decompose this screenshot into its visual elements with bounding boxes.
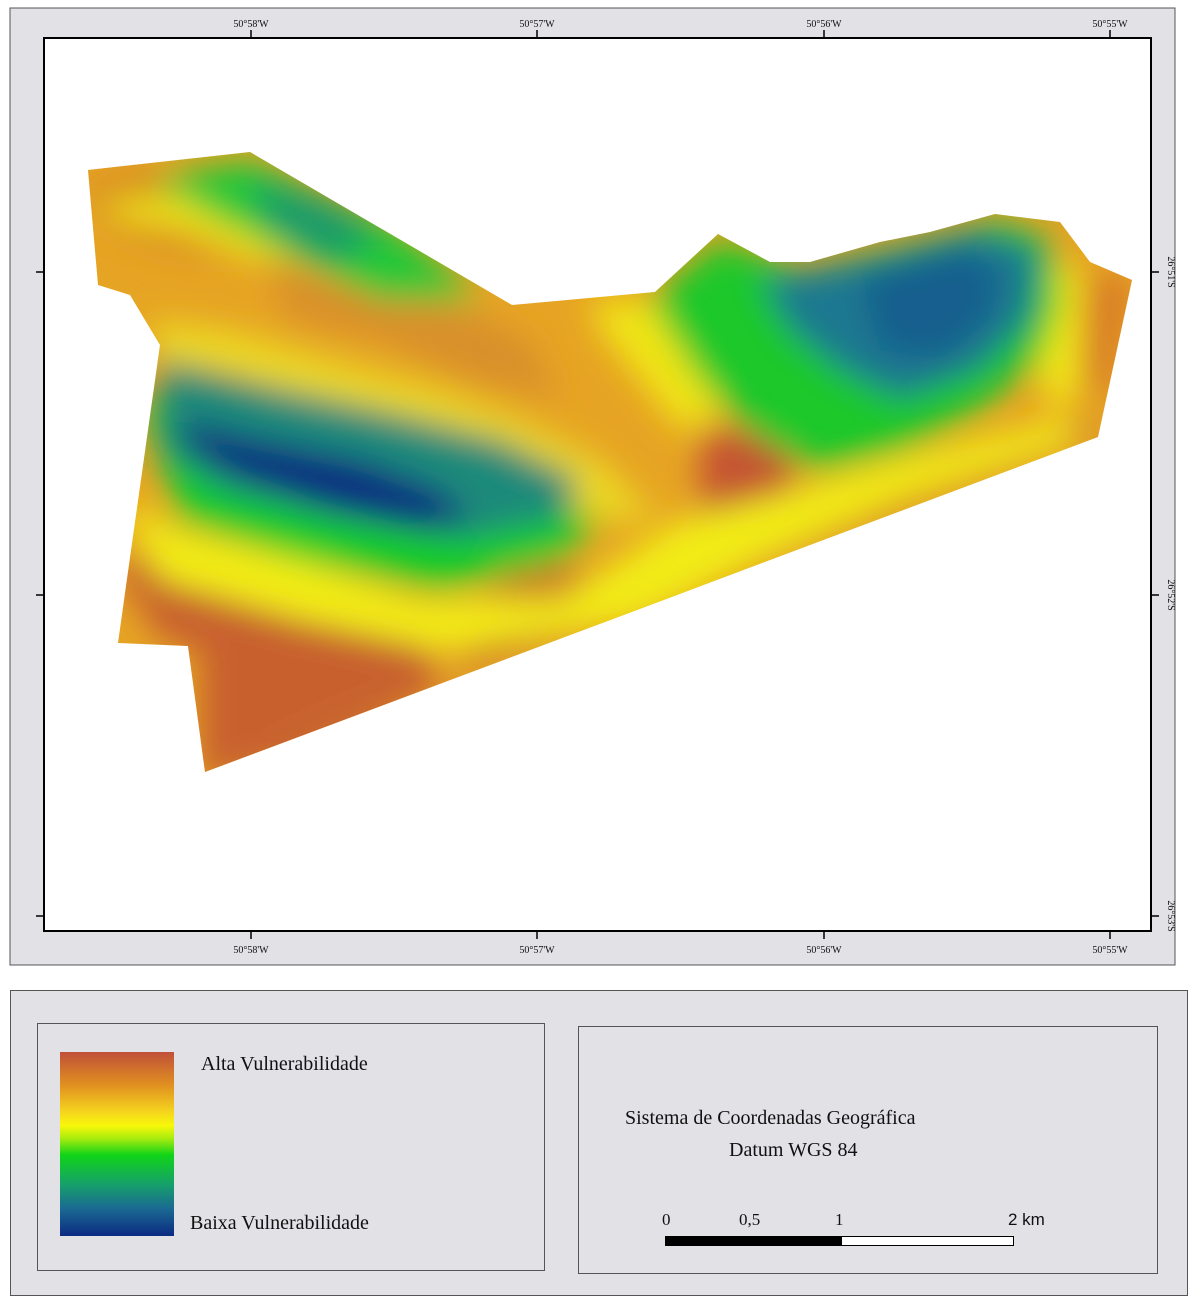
legend-high-label: Alta Vulnerabilidade [201, 1053, 368, 1075]
datum-text: Datum WGS 84 [729, 1139, 858, 1161]
coordinate-system-text: Sistema de Coordenadas Geográfica [625, 1107, 916, 1129]
lon-label-top-4: 50°55'W [1092, 19, 1128, 30]
left-ticks [36, 271, 44, 917]
map-figure: 50°58'W 50°57'W 50°56'W 50°55'W 50°58'W … [9, 7, 1176, 966]
scale-bar-black-segment [666, 1237, 842, 1245]
bottom-ticks [250, 931, 1111, 939]
right-ticks [1151, 271, 1159, 917]
color-ramp [60, 1052, 174, 1236]
legend-low-label: Baixa Vulnerabilidade [190, 1212, 369, 1234]
scale-bar [665, 1236, 1014, 1246]
lon-label-bottom-1: 50°58'W [233, 945, 269, 956]
lon-label-top-3: 50°56'W [806, 19, 842, 30]
scale-label-half: 0,5 [739, 1210, 761, 1229]
scale-label-0: 0 [662, 1210, 671, 1229]
lon-label-bottom-3: 50°56'W [806, 945, 842, 956]
lon-label-top-2: 50°57'W [519, 19, 555, 30]
lat-label-3: 26°53'S [1165, 900, 1176, 931]
scale-label-1: 1 [835, 1210, 844, 1229]
lat-label-1: 26°51'S [1165, 256, 1176, 287]
lon-label-top-1: 50°58'W [233, 19, 269, 30]
lon-label-bottom-2: 50°57'W [519, 945, 555, 956]
top-ticks [250, 30, 1111, 38]
lat-label-2: 26°52'S [1165, 579, 1176, 610]
info-box [578, 1026, 1158, 1274]
lon-label-bottom-4: 50°55'W [1092, 945, 1128, 956]
scale-label-2km: 2 km [1008, 1210, 1045, 1229]
